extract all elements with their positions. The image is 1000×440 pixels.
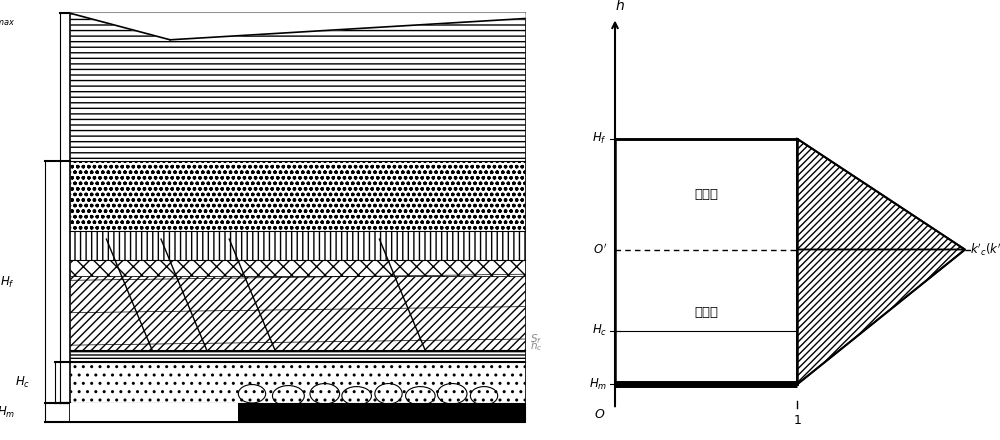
Text: $H_c$: $H_c$ — [592, 323, 607, 338]
Bar — [70, 362, 525, 403]
Bar — [70, 13, 525, 422]
Bar — [70, 13, 525, 161]
Text: $h$: $h$ — [615, 0, 625, 13]
Text: $h_c$: $h_c$ — [530, 339, 542, 353]
Bar — [70, 13, 525, 161]
Bar — [70, 403, 238, 421]
Text: $H_m$: $H_m$ — [589, 377, 607, 392]
Bar — [70, 403, 525, 422]
Text: $k'_c(k'_f)$: $k'_c(k'_f)$ — [970, 241, 1000, 258]
Bar — [70, 276, 525, 349]
Bar — [615, 139, 797, 385]
Text: $O$: $O$ — [594, 408, 606, 421]
Text: $H_f$: $H_f$ — [592, 131, 607, 146]
Text: $S_{max}$: $S_{max}$ — [0, 13, 15, 28]
Text: $H_c$: $H_c$ — [15, 375, 30, 390]
Bar — [70, 231, 525, 260]
Bar — [70, 349, 525, 362]
Text: 冒落带: 冒落带 — [694, 306, 718, 319]
Polygon shape — [797, 249, 965, 385]
Polygon shape — [70, 13, 525, 40]
Bar — [70, 260, 525, 276]
Polygon shape — [797, 139, 965, 249]
Text: $1$: $1$ — [793, 414, 801, 428]
Text: $O'$: $O'$ — [593, 242, 607, 257]
Text: $H_m$: $H_m$ — [0, 405, 15, 420]
Bar — [70, 161, 525, 231]
Text: $H_f$: $H_f$ — [0, 275, 15, 290]
Text: 裂隙带: 裂隙带 — [694, 187, 718, 201]
Text: $S_f$: $S_f$ — [530, 333, 542, 346]
